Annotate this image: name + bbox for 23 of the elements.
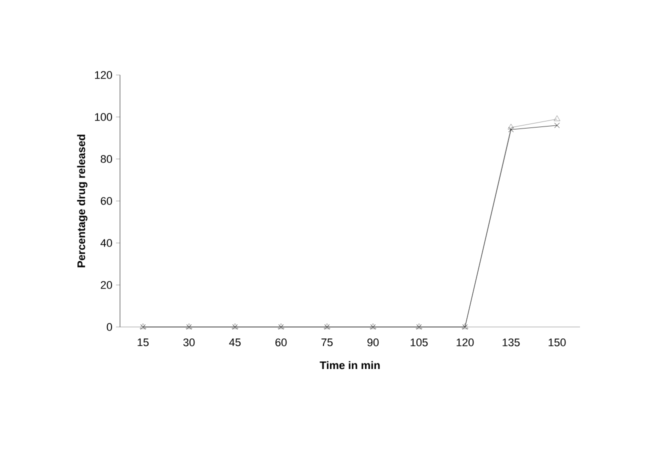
y-tick-label: 20 (100, 281, 112, 289)
point (554, 122, 560, 128)
y-tick-label: 100 (95, 113, 112, 121)
x-tick-label: 135 (502, 338, 520, 346)
y-tick-label: 0 (106, 323, 112, 331)
x-tick-label: 30 (183, 338, 195, 346)
point (508, 124, 514, 130)
y-tick-label: 60 (100, 197, 112, 205)
x-axis-title: Time in min (320, 361, 380, 370)
x-tick-label: 90 (367, 338, 379, 346)
x-tick-label: 75 (321, 338, 333, 346)
y-tick-label: 40 (100, 239, 112, 247)
y-axis-title: Percentage drug released (77, 134, 88, 268)
point (508, 126, 514, 132)
point (554, 115, 560, 122)
x-tick-label: 150 (548, 338, 566, 346)
y-tick-label: 120 (95, 71, 112, 79)
x-tick-label: 45 (229, 338, 241, 346)
y-tick-label: 80 (100, 155, 112, 163)
x-tick-label: 105 (410, 338, 428, 346)
x-tick-label: 120 (456, 338, 474, 346)
x-tick-label: 60 (275, 338, 287, 346)
x-tick-label: 15 (138, 338, 149, 346)
